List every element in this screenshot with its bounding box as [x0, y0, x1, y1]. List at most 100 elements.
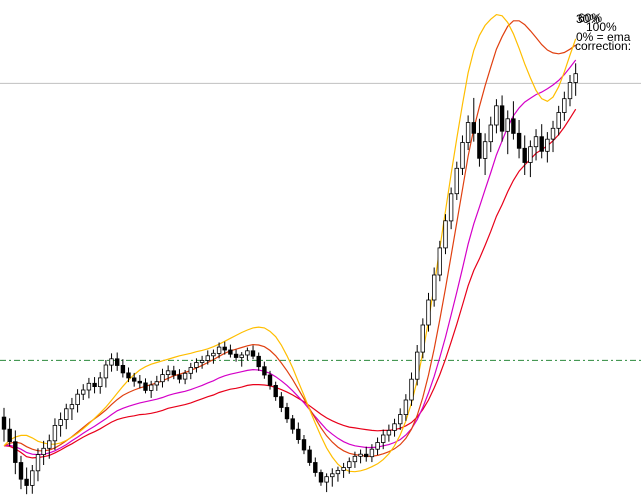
candle	[131, 372, 137, 387]
candle	[211, 349, 216, 364]
candle	[539, 124, 544, 159]
candle	[386, 424, 392, 442]
series-layer	[3, 13, 577, 473]
candle	[443, 214, 448, 255]
candle	[318, 469, 324, 486]
candle	[126, 367, 131, 383]
candle	[194, 358, 199, 373]
candle	[154, 375, 159, 391]
candle	[7, 418, 12, 447]
candle	[109, 353, 114, 372]
candle	[165, 365, 171, 382]
candle	[228, 344, 233, 358]
series-line-1	[3, 59, 577, 456]
candle	[347, 457, 352, 474]
candle	[397, 408, 403, 430]
candle	[81, 384, 86, 400]
candle	[420, 318, 425, 359]
candle	[392, 418, 397, 437]
candle	[24, 467, 29, 495]
candle	[103, 360, 109, 388]
candle-layer	[1, 63, 578, 495]
candle	[177, 369, 182, 384]
candle	[273, 381, 278, 401]
candle	[313, 457, 318, 477]
candle	[522, 135, 527, 175]
candle	[460, 135, 465, 175]
series-line-3	[3, 13, 577, 473]
candle	[335, 466, 341, 482]
candle	[307, 445, 312, 466]
candle	[477, 118, 482, 167]
candle	[137, 375, 142, 389]
annotation-correction: correction:	[575, 39, 631, 53]
candle	[465, 115, 471, 150]
candle	[75, 389, 80, 413]
candle	[245, 347, 250, 361]
candle	[358, 449, 363, 464]
candle	[494, 99, 499, 134]
candle	[511, 101, 516, 140]
candle	[279, 392, 284, 413]
candle	[437, 240, 442, 282]
candle	[250, 345, 256, 360]
candle	[205, 350, 210, 365]
candle	[499, 95, 505, 142]
candle	[341, 462, 346, 478]
candle	[98, 372, 103, 394]
candle	[352, 451, 358, 468]
candle	[216, 342, 222, 359]
candle	[171, 365, 176, 380]
annotation-0-ema: 0% = ema	[576, 30, 631, 44]
candle	[35, 448, 41, 482]
candle	[64, 403, 69, 430]
candle	[92, 377, 97, 394]
candle	[148, 380, 154, 398]
candle	[256, 352, 261, 371]
candle	[160, 368, 165, 388]
candle	[567, 75, 573, 107]
candle	[18, 455, 24, 490]
candle	[239, 352, 244, 367]
series-line-0	[3, 108, 577, 459]
candle	[290, 415, 295, 434]
candle	[505, 110, 510, 155]
candle	[380, 429, 386, 450]
candle	[528, 140, 533, 178]
candle	[115, 352, 120, 371]
candle	[550, 120, 556, 153]
candle	[533, 129, 539, 161]
candle	[41, 440, 46, 465]
candle	[482, 133, 488, 175]
candle	[431, 267, 437, 307]
candle	[182, 370, 188, 385]
candle	[222, 341, 227, 355]
candle	[47, 434, 52, 459]
candle	[363, 446, 369, 462]
candle	[454, 161, 459, 200]
candle	[448, 187, 454, 230]
candle	[86, 377, 92, 399]
candle	[296, 422, 301, 444]
candle	[143, 378, 148, 394]
candle	[375, 437, 380, 455]
candle	[562, 91, 567, 121]
candle	[488, 116, 493, 153]
candle	[301, 435, 307, 455]
candle	[1, 407, 7, 442]
candle	[556, 105, 561, 136]
candle	[426, 292, 431, 332]
series-line-2	[3, 20, 577, 457]
candle	[233, 349, 239, 362]
annotation-60: 60%	[578, 11, 602, 25]
candle	[545, 132, 550, 163]
candle	[414, 345, 420, 386]
candle	[330, 468, 335, 487]
candle	[573, 63, 578, 96]
candle	[188, 362, 193, 380]
candle	[409, 372, 414, 406]
candle	[262, 361, 267, 379]
candle	[30, 465, 35, 494]
